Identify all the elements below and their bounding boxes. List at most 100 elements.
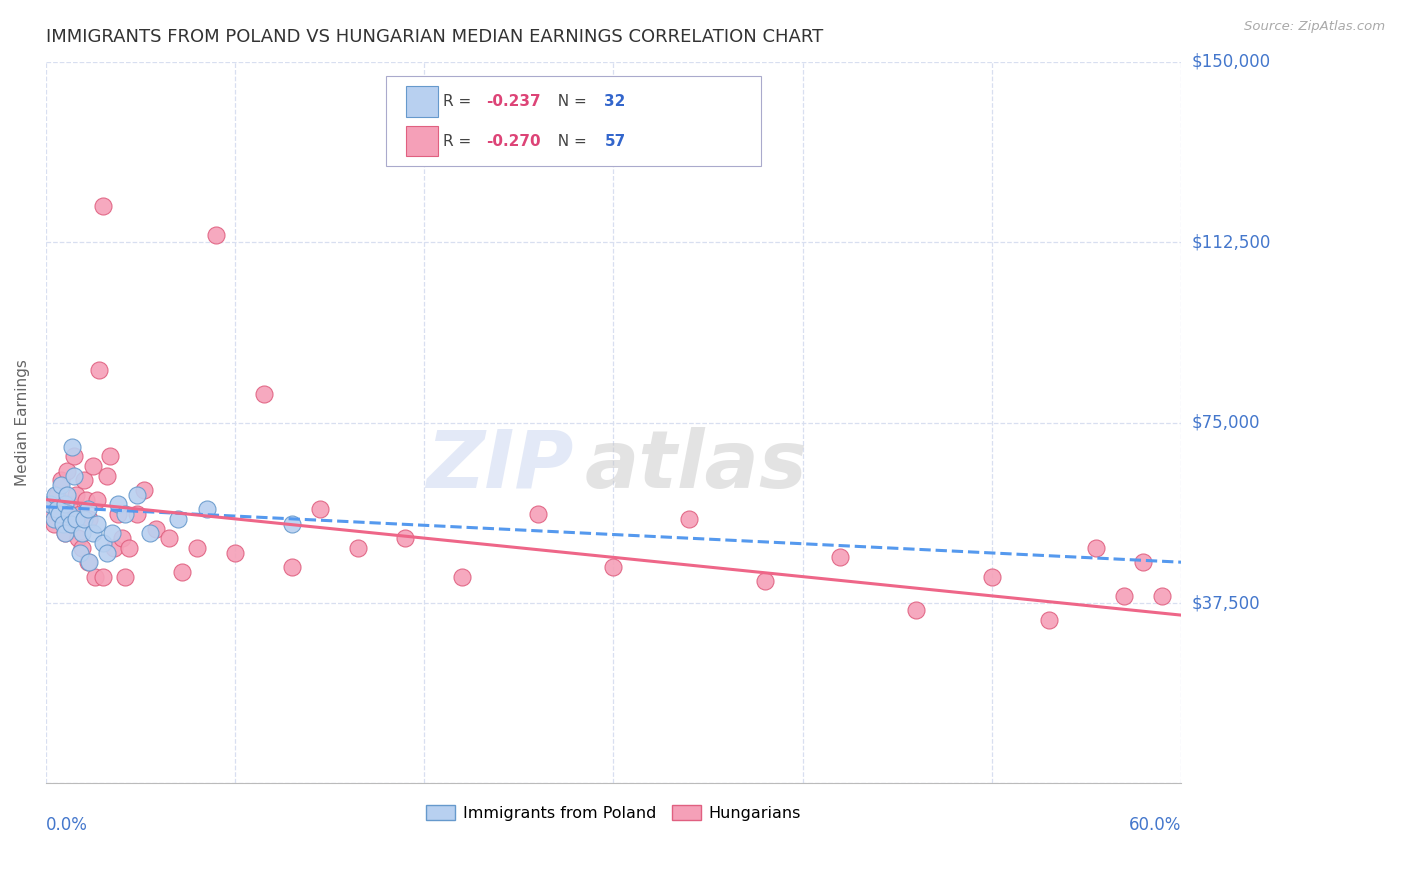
- Point: [172, 565, 194, 579]
- Point: [252, 386, 274, 401]
- Point: [186, 541, 208, 555]
- Point: [65, 488, 87, 502]
- Point: [70, 541, 93, 555]
- Point: [58, 507, 80, 521]
- Point: [38, 502, 60, 516]
- Point: [451, 569, 474, 583]
- Point: [309, 502, 332, 516]
- Point: [101, 526, 124, 541]
- Point: [53, 526, 76, 541]
- Point: [63, 450, 86, 464]
- Point: [830, 550, 852, 565]
- Text: $37,500: $37,500: [1192, 594, 1261, 612]
- Point: [980, 569, 1002, 583]
- Point: [1152, 589, 1174, 603]
- Point: [53, 526, 76, 541]
- Text: IMMIGRANTS FROM POLAND VS HUNGARIAN MEDIAN EARNINGS CORRELATION CHART: IMMIGRANTS FROM POLAND VS HUNGARIAN MEDI…: [46, 29, 824, 46]
- Point: [86, 516, 108, 531]
- Text: 57: 57: [605, 134, 626, 149]
- Point: [48, 507, 70, 521]
- Point: [65, 512, 87, 526]
- Point: [118, 541, 141, 555]
- Point: [86, 492, 108, 507]
- Point: [75, 492, 97, 507]
- Point: [82, 526, 104, 541]
- Point: [62, 512, 84, 526]
- Text: -0.270: -0.270: [486, 134, 541, 149]
- Text: 0.0%: 0.0%: [46, 816, 87, 834]
- Point: [76, 502, 98, 516]
- Point: [1114, 589, 1136, 603]
- Text: N =: N =: [548, 134, 592, 149]
- Text: $150,000: $150,000: [1192, 53, 1271, 70]
- Point: [76, 555, 98, 569]
- Point: [107, 507, 129, 521]
- Point: [114, 507, 136, 521]
- Point: [49, 478, 72, 492]
- Point: [103, 541, 125, 555]
- Point: [69, 507, 91, 521]
- Point: [134, 483, 156, 497]
- Point: [58, 498, 80, 512]
- Text: 32: 32: [605, 94, 626, 109]
- Point: [281, 560, 304, 574]
- Point: [281, 516, 304, 531]
- Point: [63, 468, 86, 483]
- Point: [42, 512, 65, 526]
- Point: [1132, 555, 1154, 569]
- Point: [107, 498, 129, 512]
- Point: [59, 516, 82, 531]
- Point: [73, 512, 96, 526]
- Point: [91, 536, 114, 550]
- Point: [53, 498, 76, 512]
- Text: R =: R =: [443, 134, 477, 149]
- Point: [55, 488, 77, 502]
- Point: [87, 363, 110, 377]
- Point: [67, 531, 90, 545]
- Text: atlas: atlas: [585, 427, 808, 505]
- Text: $112,500: $112,500: [1192, 233, 1271, 252]
- Point: [754, 574, 776, 589]
- Point: [224, 545, 246, 559]
- Point: [145, 521, 167, 535]
- Point: [79, 555, 101, 569]
- Text: ZIP: ZIP: [426, 427, 574, 505]
- Point: [69, 545, 91, 559]
- Point: [84, 569, 107, 583]
- Point: [42, 516, 65, 531]
- Point: [114, 569, 136, 583]
- Point: [98, 450, 121, 464]
- Point: [678, 512, 700, 526]
- Point: [125, 488, 148, 502]
- Point: [1038, 613, 1060, 627]
- Point: [70, 526, 93, 541]
- Legend: Immigrants from Poland, Hungarians: Immigrants from Poland, Hungarians: [419, 798, 807, 828]
- Point: [195, 502, 218, 516]
- Point: [347, 541, 370, 555]
- Point: [62, 440, 84, 454]
- Point: [394, 531, 416, 545]
- Point: [49, 474, 72, 488]
- Text: R =: R =: [443, 94, 477, 109]
- Point: [52, 516, 75, 531]
- Point: [96, 468, 118, 483]
- Point: [602, 560, 624, 574]
- Point: [139, 526, 162, 541]
- Point: [44, 488, 66, 502]
- Point: [527, 507, 550, 521]
- Point: [157, 531, 180, 545]
- Point: [48, 507, 70, 521]
- Point: [46, 502, 69, 516]
- Point: [125, 507, 148, 521]
- Text: -0.237: -0.237: [486, 94, 541, 109]
- FancyBboxPatch shape: [406, 87, 437, 117]
- Point: [96, 545, 118, 559]
- Y-axis label: Median Earnings: Median Earnings: [15, 359, 30, 486]
- Point: [91, 569, 114, 583]
- Text: Source: ZipAtlas.com: Source: ZipAtlas.com: [1244, 20, 1385, 33]
- Text: $75,000: $75,000: [1192, 414, 1261, 432]
- Point: [205, 227, 228, 242]
- Text: 60.0%: 60.0%: [1129, 816, 1181, 834]
- Point: [73, 474, 96, 488]
- Text: N =: N =: [548, 94, 592, 109]
